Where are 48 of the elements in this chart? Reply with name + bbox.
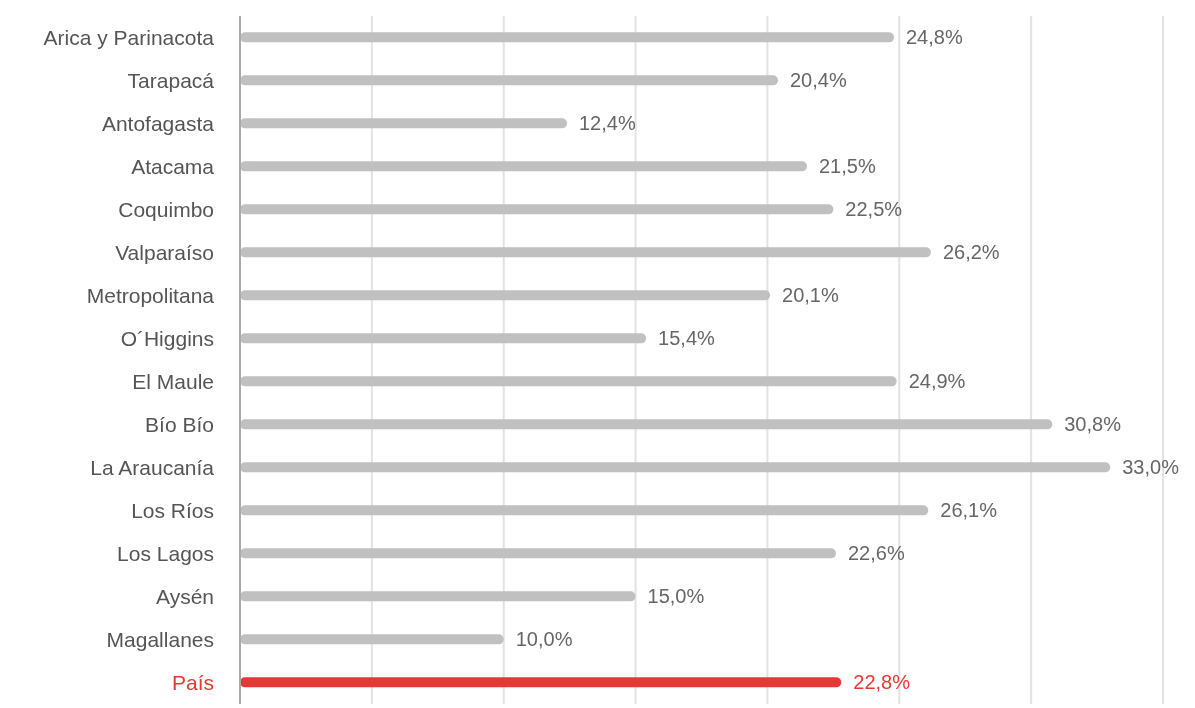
bar bbox=[240, 247, 931, 258]
bar bbox=[240, 462, 1111, 473]
y-tick-label: Magallanes bbox=[106, 627, 214, 651]
y-tick-label: Tarapacá bbox=[127, 68, 215, 92]
bar bbox=[240, 204, 834, 215]
data-label: 15,0% bbox=[647, 585, 705, 608]
bar bbox=[240, 118, 568, 129]
y-tick-label: Aysén bbox=[156, 584, 214, 608]
y-tick-label: Atacama bbox=[131, 154, 215, 178]
data-label: 20,1% bbox=[782, 284, 839, 307]
data-label: 22,5% bbox=[845, 198, 903, 221]
y-tick-label: Los Lagos bbox=[117, 541, 214, 565]
y-tick-label: Metropolitana bbox=[86, 283, 215, 307]
bar bbox=[240, 161, 807, 172]
data-label: 21,5% bbox=[818, 155, 876, 178]
bar bbox=[240, 333, 647, 344]
y-tick-label: Coquimbo bbox=[118, 197, 214, 221]
y-tick-label: El Maule bbox=[132, 369, 214, 393]
data-label: 26,2% bbox=[942, 241, 1000, 264]
bar bbox=[240, 634, 504, 645]
y-tick-label: Los Ríos bbox=[131, 498, 214, 522]
y-tick-label: Bío Bío bbox=[145, 412, 214, 436]
bar bbox=[240, 591, 636, 602]
bar bbox=[240, 75, 778, 86]
bar bbox=[240, 376, 897, 387]
data-label: 33,0% bbox=[1122, 456, 1180, 479]
bar bbox=[240, 548, 836, 559]
y-tick-label: País bbox=[171, 670, 214, 694]
data-label: 10,0% bbox=[515, 628, 573, 651]
bar bbox=[240, 32, 895, 43]
data-label: 24,9% bbox=[908, 370, 966, 393]
bar bbox=[240, 677, 842, 688]
y-tick-label: O´Higgins bbox=[120, 326, 214, 350]
data-label: 26,1% bbox=[940, 499, 998, 522]
bar bbox=[240, 419, 1053, 430]
y-tick-label: La Araucanía bbox=[90, 455, 215, 479]
data-label: 22,8% bbox=[853, 671, 911, 694]
bar bbox=[240, 505, 929, 516]
y-tick-label: Valparaíso bbox=[115, 240, 214, 264]
data-label: 12,4% bbox=[579, 112, 636, 135]
y-tick-label: Antofagasta bbox=[101, 111, 215, 135]
data-label: 22,6% bbox=[847, 542, 905, 565]
data-label: 15,4% bbox=[658, 327, 716, 350]
y-tick-label: Arica y Parinacota bbox=[43, 25, 215, 49]
bar bbox=[240, 290, 771, 301]
data-label: 20,4% bbox=[789, 69, 847, 92]
data-label: 30,8% bbox=[1064, 413, 1122, 436]
data-label: 24,8% bbox=[906, 26, 963, 49]
